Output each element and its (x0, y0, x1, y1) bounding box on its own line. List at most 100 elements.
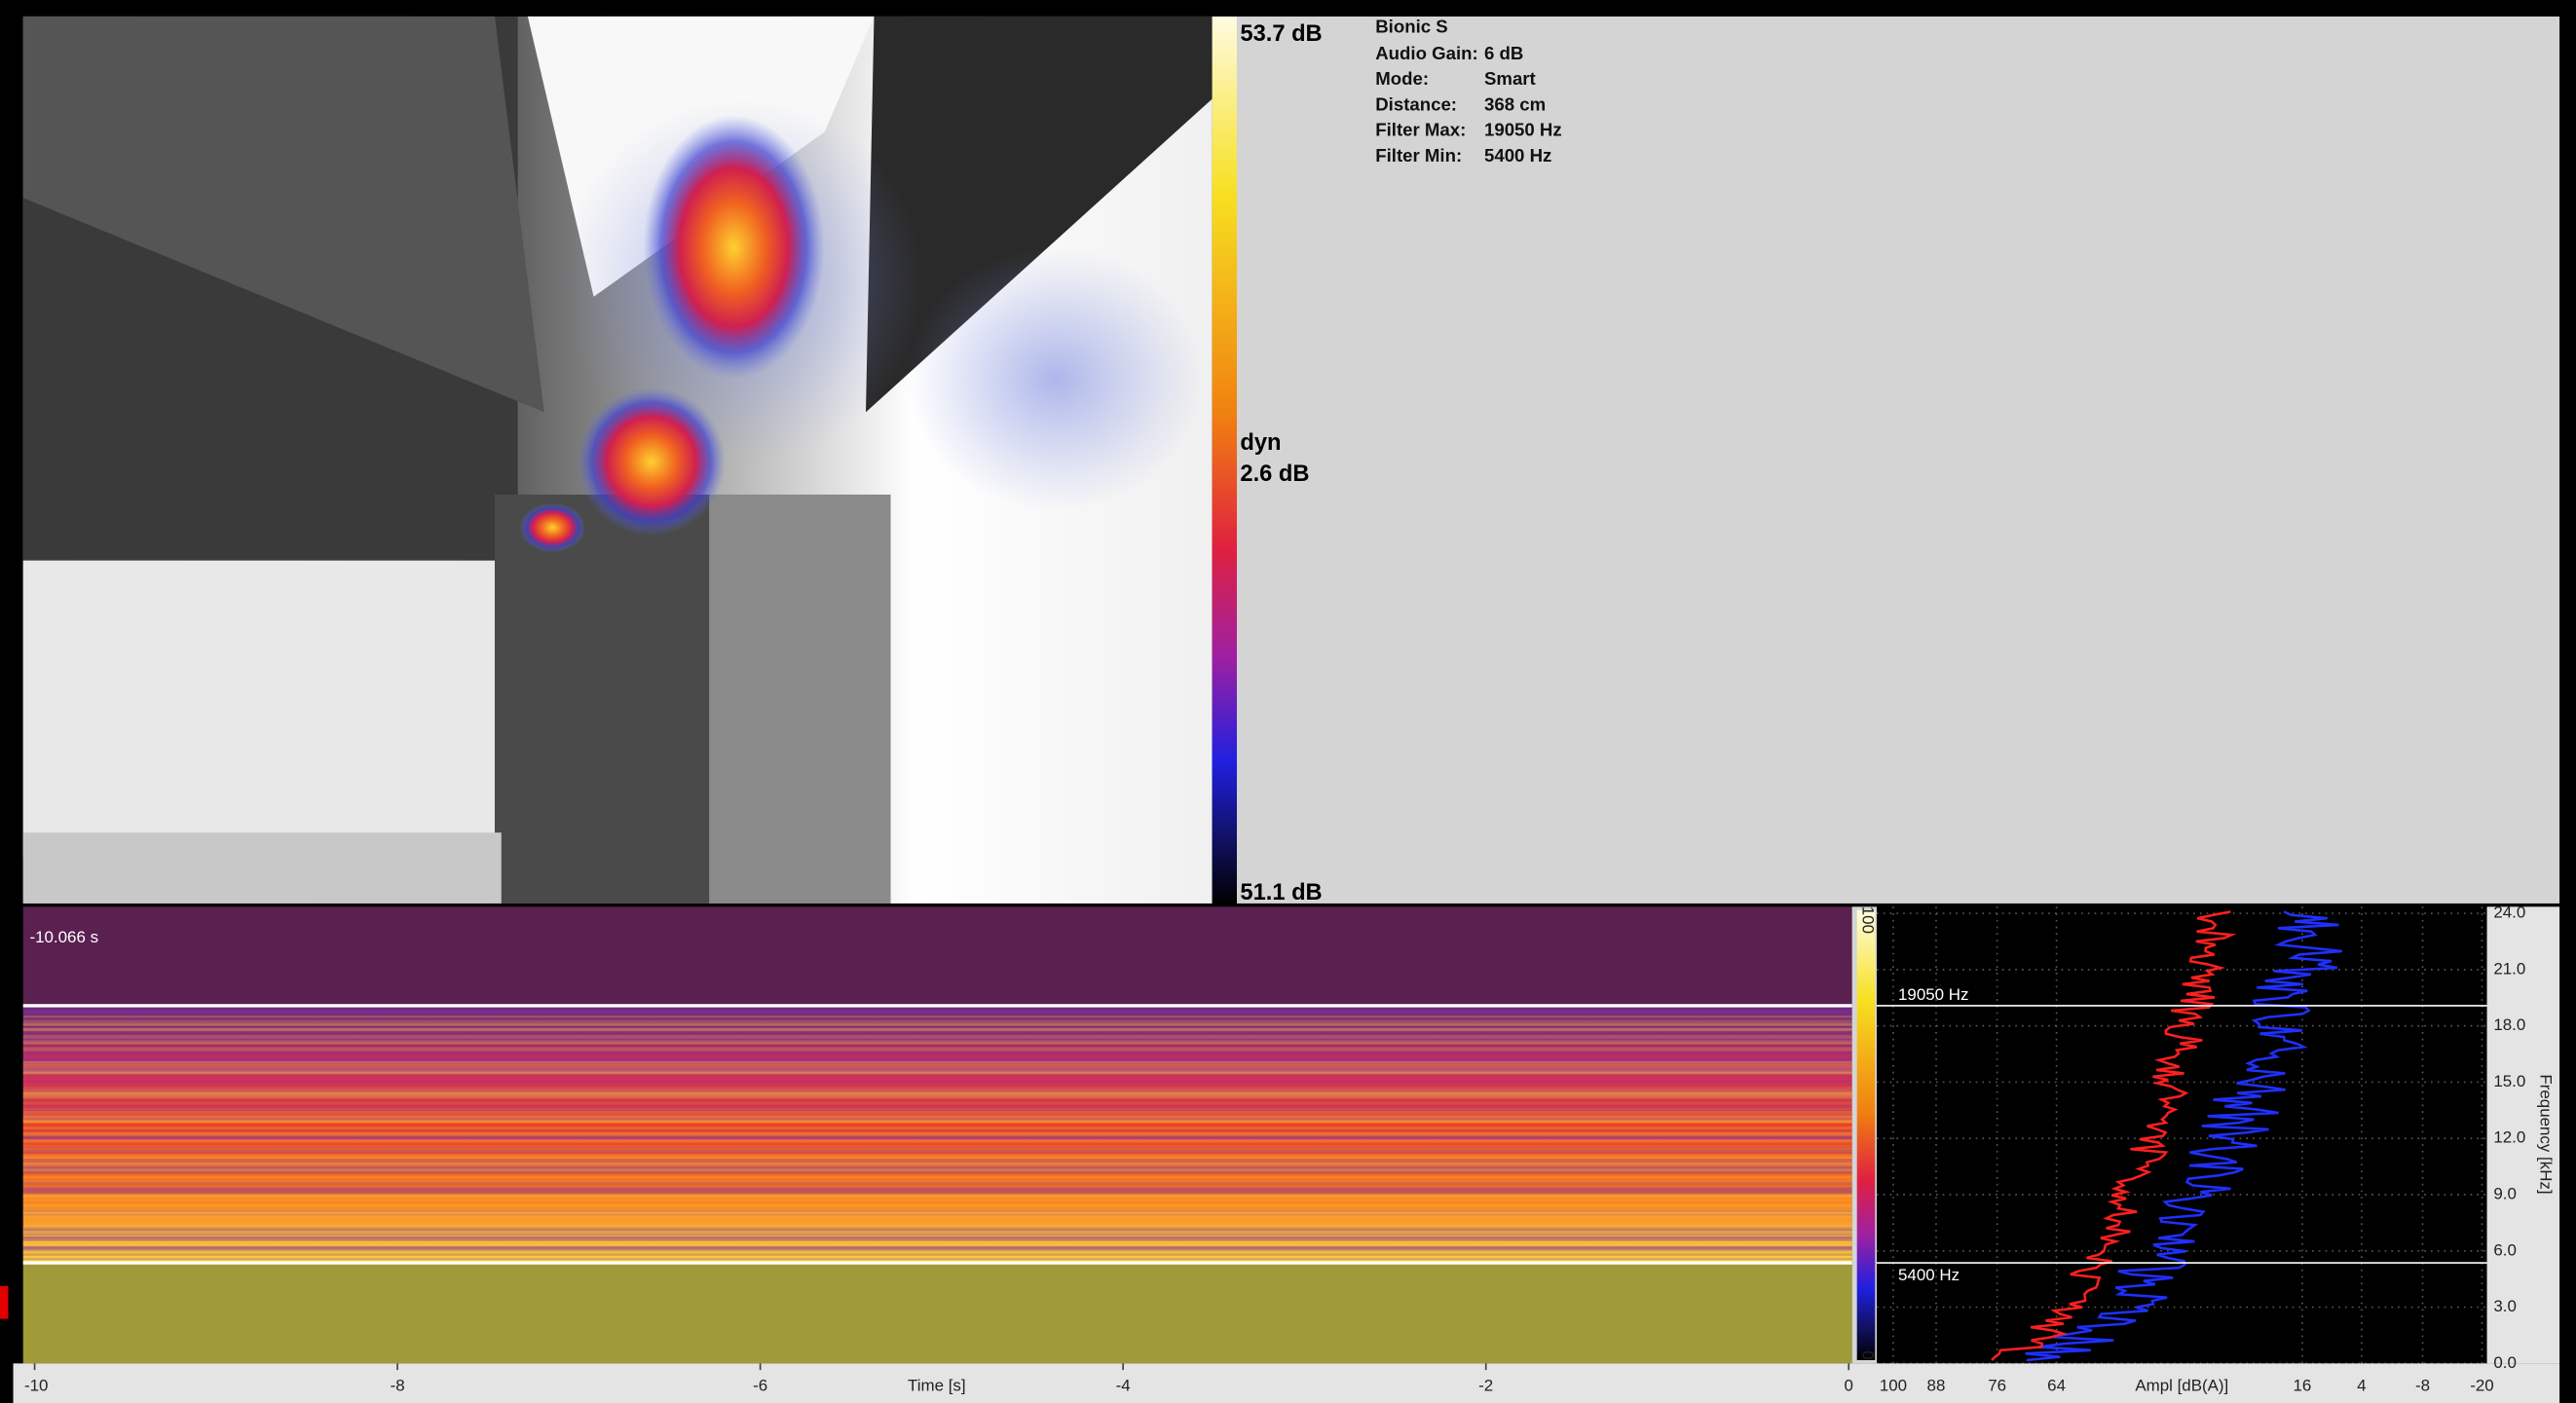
dyn-value: 2.6 dB (1240, 462, 1309, 487)
amplitude-tick-label: -20 (2470, 1377, 2493, 1395)
filter-min-label: 5400 Hz (1898, 1266, 1960, 1284)
spectrogram-texture (23, 1072, 1852, 1074)
spectrogram-texture (23, 1253, 1852, 1256)
filter-max-label: 19050 Hz (1898, 985, 1968, 1004)
frequency-tick-label: 18.0 (2493, 1015, 2525, 1034)
info-value: 368 cm (1484, 93, 1546, 114)
spectrogram-texture (23, 1067, 1852, 1071)
frequency-tick-label: 9.0 (2493, 1184, 2517, 1202)
app-window: 53.7 dB dyn 2.6 dB 51.1 dB Bionic S Audi… (0, 0, 2576, 1403)
frequency-tick-label: 12.0 (2493, 1128, 2525, 1147)
spectrogram-texture (23, 1231, 1852, 1235)
spectrogram-texture (23, 1120, 1852, 1124)
spectrogram-texture (23, 1065, 1852, 1067)
spectrogram-texture (23, 1227, 1852, 1231)
spectrogram-texture (23, 1163, 1852, 1166)
time-tick-label: -2 (1478, 1377, 1493, 1395)
spectrum-color-scale (1857, 910, 1876, 1360)
time-tick-label: -6 (753, 1377, 767, 1395)
info-label: Mode: (1375, 68, 1429, 89)
info-label: Filter Max: (1375, 120, 1466, 140)
amplitude-tick-label: 64 (2047, 1377, 2066, 1395)
time-axis-title: Time [s] (908, 1377, 966, 1395)
spectrogram-texture (23, 1191, 1852, 1194)
spectrogram-texture (23, 1061, 1852, 1063)
spectrogram-texture (23, 1111, 1852, 1115)
page: 53.7 dB dyn 2.6 dB 51.1 dB Bionic S Audi… (0, 0, 2576, 1403)
frequency-tick-label: 3.0 (2493, 1297, 2517, 1315)
spectrogram-texture (23, 1212, 1852, 1215)
spectrogram-texture (23, 1203, 1852, 1206)
spectrogram-texture (23, 1126, 1852, 1130)
spectrogram-texture (23, 1010, 1852, 1013)
amplitude-tick-label: 76 (1988, 1377, 2006, 1395)
info-label: Distance: (1375, 93, 1457, 114)
info-value: 6 dB (1484, 43, 1523, 63)
spectrogram-texture (23, 1234, 1852, 1236)
frequency-tick-label: 15.0 (2493, 1072, 2525, 1090)
scale-min: 51.1 dB (1240, 880, 1322, 905)
spectrogram-texture (23, 1159, 1852, 1161)
info-label: Filter Min: (1375, 145, 1462, 166)
spectrogram-texture (23, 1175, 1852, 1178)
spectrogram-texture (23, 1040, 1852, 1042)
spectrogram-texture (23, 1115, 1852, 1118)
amplitude-axis-title: Ampl [dB(A)] (2135, 1377, 2228, 1395)
spectrogram-texture (23, 1028, 1852, 1030)
amplitude-tick-label: 88 (1927, 1377, 1946, 1395)
spectrogram-texture (23, 1181, 1852, 1185)
spectrogram-texture (23, 1194, 1852, 1198)
frequency-tick-label: 6.0 (2493, 1240, 2517, 1259)
spectrogram-texture (23, 1109, 1852, 1111)
amplitude-tick-label: -8 (2415, 1377, 2430, 1395)
spectrogram-texture (23, 1080, 1852, 1083)
spectrogram-texture (23, 1103, 1852, 1107)
spectrogram (23, 906, 1852, 1363)
time-tick-label: 0 (1845, 1377, 1853, 1395)
scale-bottom: 0 (1858, 1350, 1877, 1359)
info-label: Audio Gain: (1375, 43, 1477, 63)
spectrogram-texture (23, 1088, 1852, 1089)
device-name: Bionic S (1375, 17, 1447, 37)
spectrogram-texture (23, 1149, 1852, 1151)
spectrogram-texture (23, 1166, 1852, 1170)
edge-marker (0, 1286, 8, 1319)
spectrogram-texture (23, 1020, 1852, 1022)
spectrogram-texture (23, 1041, 1852, 1044)
spectrogram-texture (23, 1022, 1852, 1026)
spectrogram-texture (23, 1250, 1852, 1254)
spectrogram-texture (23, 1237, 1852, 1240)
camera-view (23, 17, 1213, 904)
info-value: 5400 Hz (1484, 145, 1551, 166)
color-scale (1213, 17, 1237, 904)
time-tick-label: -4 (1116, 1377, 1131, 1395)
time-stamp: -10.066 s (29, 928, 98, 946)
spectrogram-texture (23, 1095, 1852, 1099)
amplitude-tick-label: 16 (2293, 1377, 2311, 1395)
scale-max: 53.7 dB (1240, 21, 1322, 47)
info-value: 19050 Hz (1484, 120, 1562, 140)
frequency-tick-label: 24.0 (2493, 904, 2525, 922)
spectrogram-texture (23, 1091, 1852, 1094)
frequency-tick-label: 21.0 (2493, 959, 2525, 978)
dyn-label: dyn (1240, 430, 1281, 456)
info-value: Smart (1484, 68, 1536, 89)
spectrogram-texture (23, 1052, 1852, 1053)
spectrogram-texture (23, 1199, 1852, 1201)
spectrogram-texture (23, 1018, 1852, 1020)
spectrogram-texture (23, 1258, 1852, 1260)
amplitude-tick-label: 100 (1880, 1377, 1907, 1395)
spectrogram-texture (23, 1058, 1852, 1060)
amplitude-tick-label: 4 (2357, 1377, 2366, 1395)
spectrogram-texture (23, 1118, 1852, 1121)
spectrogram-texture (23, 1146, 1852, 1149)
scale-top: 100 (1858, 906, 1877, 934)
spectrogram-texture (23, 1210, 1852, 1212)
spectrogram-texture (23, 1157, 1852, 1159)
spectrum-plot (1877, 906, 2487, 1363)
spectrogram-texture (23, 1048, 1852, 1052)
time-tick-label: -8 (391, 1377, 405, 1395)
frequency-tick-label: 0.0 (2493, 1353, 2517, 1372)
frequency-axis-title: Frequency [kHz] (2536, 1074, 2555, 1194)
spectrogram-texture (23, 1137, 1852, 1140)
